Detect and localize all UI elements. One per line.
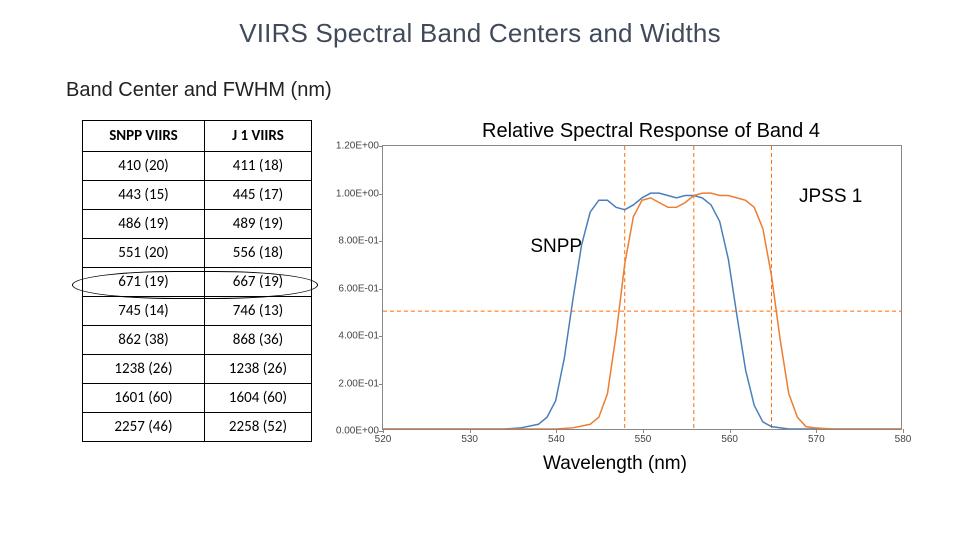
table-cell: 486 (19) bbox=[83, 210, 205, 239]
table-row: 486 (19)489 (19) bbox=[83, 210, 312, 239]
y-tick-mark bbox=[379, 336, 383, 337]
table-subtitle: Band Center and FWHM (nm) bbox=[40, 79, 920, 102]
band-table-wrap: SNPP VIIRSJ 1 VIIRS 410 (20)411 (18)443 … bbox=[82, 120, 342, 442]
table-cell: 489 (19) bbox=[204, 210, 311, 239]
x-tick-mark bbox=[383, 429, 384, 433]
y-tick-label: 2.00E-01 bbox=[331, 378, 379, 389]
y-tick-label: 8.00E-01 bbox=[331, 236, 379, 247]
table-cell: 411 (18) bbox=[204, 152, 311, 181]
page-title: VIIRS Spectral Band Centers and Widths bbox=[40, 18, 920, 49]
table-cell: 745 (14) bbox=[83, 297, 205, 326]
table-cell: 868 (36) bbox=[204, 326, 311, 355]
x-tick-label: 550 bbox=[635, 434, 652, 445]
y-tick-label: 1.20E+00 bbox=[331, 141, 379, 152]
table-row: 671 (19)667 (19) bbox=[83, 268, 312, 297]
y-tick-mark bbox=[379, 289, 383, 290]
table-cell: 2258 (52) bbox=[204, 413, 311, 442]
table-cell: 1601 (60) bbox=[83, 384, 205, 413]
table-cell: 1604 (60) bbox=[204, 384, 311, 413]
table-cell: 1238 (26) bbox=[204, 355, 311, 384]
x-tick-label: 580 bbox=[895, 434, 912, 445]
y-tick-mark bbox=[379, 146, 383, 147]
x-tick-mark bbox=[556, 429, 557, 433]
spectral-response-chart: Wavelength (nm) 0.00E+002.00E-014.00E-01… bbox=[382, 145, 902, 430]
y-tick-label: 6.00E-01 bbox=[331, 283, 379, 294]
table-cell: 2257 (46) bbox=[83, 413, 205, 442]
table-cell: 671 (19) bbox=[83, 268, 205, 297]
table-cell: 443 (15) bbox=[83, 181, 205, 210]
table-row: 1238 (26)1238 (26) bbox=[83, 355, 312, 384]
y-tick-label: 1.00E+00 bbox=[331, 188, 379, 199]
table-row: 745 (14)746 (13) bbox=[83, 297, 312, 326]
x-axis-label: Wavelength (nm) bbox=[543, 453, 687, 475]
chart-annotation: SNPP bbox=[530, 236, 582, 258]
table-row: 551 (20)556 (18) bbox=[83, 239, 312, 268]
x-tick-mark bbox=[730, 429, 731, 433]
x-tick-mark bbox=[643, 429, 644, 433]
x-tick-label: 540 bbox=[548, 434, 565, 445]
band-table: SNPP VIIRSJ 1 VIIRS 410 (20)411 (18)443 … bbox=[82, 120, 312, 442]
x-tick-label: 560 bbox=[721, 434, 738, 445]
table-header: SNPP VIIRS bbox=[83, 121, 205, 152]
x-tick-mark bbox=[816, 429, 817, 433]
y-tick-mark bbox=[379, 194, 383, 195]
y-tick-label: 0.00E+00 bbox=[331, 426, 379, 437]
table-row: 410 (20)411 (18) bbox=[83, 152, 312, 181]
table-row: 1601 (60)1604 (60) bbox=[83, 384, 312, 413]
table-cell: 445 (17) bbox=[204, 181, 311, 210]
x-tick-mark bbox=[470, 429, 471, 433]
table-row: 862 (38)868 (36) bbox=[83, 326, 312, 355]
table-cell: 1238 (26) bbox=[83, 355, 205, 384]
chart-title: Relative Spectral Response of Band 4 bbox=[382, 120, 920, 143]
x-tick-mark bbox=[903, 429, 904, 433]
y-tick-label: 4.00E-01 bbox=[331, 331, 379, 342]
table-header: J 1 VIIRS bbox=[204, 121, 311, 152]
chart-annotation: JPSS 1 bbox=[799, 186, 862, 208]
table-row: 443 (15)445 (17) bbox=[83, 181, 312, 210]
y-tick-mark bbox=[379, 384, 383, 385]
table-cell: 667 (19) bbox=[204, 268, 311, 297]
table-cell: 410 (20) bbox=[83, 152, 205, 181]
x-tick-label: 530 bbox=[461, 434, 478, 445]
x-tick-label: 570 bbox=[808, 434, 825, 445]
table-cell: 556 (18) bbox=[204, 239, 311, 268]
y-tick-mark bbox=[379, 241, 383, 242]
table-cell: 551 (20) bbox=[83, 239, 205, 268]
table-cell: 746 (13) bbox=[204, 297, 311, 326]
table-cell: 862 (38) bbox=[83, 326, 205, 355]
x-tick-label: 520 bbox=[375, 434, 392, 445]
table-row: 2257 (46)2258 (52) bbox=[83, 413, 312, 442]
